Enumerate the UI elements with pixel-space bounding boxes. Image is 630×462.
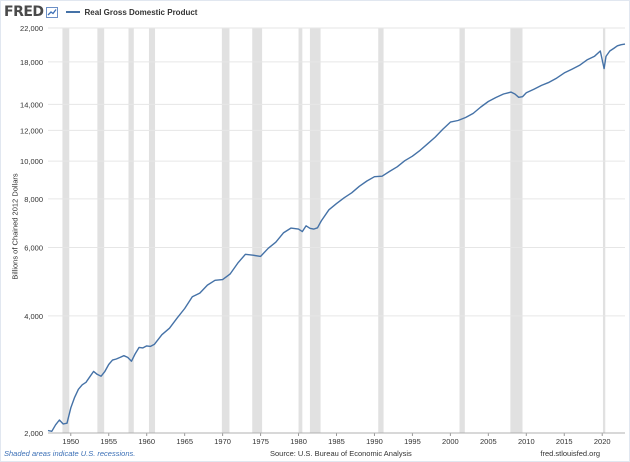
recession-band bbox=[309, 28, 321, 433]
recession-band bbox=[148, 28, 156, 433]
x-tick-label: 1980 bbox=[290, 437, 307, 446]
y-tick-label: 10,000 bbox=[20, 157, 43, 166]
legend-series-label: Real Gross Domestic Product bbox=[84, 7, 198, 17]
x-tick-label: 1985 bbox=[328, 437, 345, 446]
y-tick-label: 6,000 bbox=[24, 243, 43, 252]
y-tick-label: 4,000 bbox=[24, 312, 43, 321]
y-tick-label: 18,000 bbox=[20, 58, 43, 67]
recession-band bbox=[252, 28, 263, 433]
x-tick-label: 1955 bbox=[100, 437, 117, 446]
recession-band bbox=[221, 28, 230, 433]
gdp-series-line bbox=[47, 43, 626, 432]
fred-chart-icon bbox=[45, 6, 58, 18]
x-tick-label: 1990 bbox=[366, 437, 383, 446]
legend-line-swatch bbox=[65, 11, 80, 13]
y-tick-label: 14,000 bbox=[20, 100, 43, 109]
x-tick-label: 2020 bbox=[594, 437, 611, 446]
legend[interactable]: Real Gross Domestic Product bbox=[65, 7, 198, 17]
recession-band bbox=[459, 28, 465, 433]
x-tick-label: 2000 bbox=[442, 437, 459, 446]
fred-logo-text: FRED bbox=[4, 4, 44, 20]
recession-band bbox=[62, 28, 70, 433]
recession-band bbox=[378, 28, 384, 433]
source-note: Source: U.S. Bureau of Economic Analysis bbox=[270, 449, 412, 458]
y-tick-label: 8,000 bbox=[24, 195, 43, 204]
x-tick-label: 1970 bbox=[214, 437, 231, 446]
recession-band bbox=[97, 28, 105, 433]
recession-band bbox=[602, 28, 606, 433]
recession-note: Shaded areas indicate U.S. recessions. bbox=[4, 449, 136, 458]
y-tick-label: 2,000 bbox=[24, 429, 43, 438]
y-tick-label: 22,000 bbox=[20, 24, 43, 33]
y-axis-label: Billions of Chained 2012 Dollars bbox=[10, 173, 20, 280]
x-tick-label: 1960 bbox=[138, 437, 155, 446]
chart-header: FRED Real Gross Domestic Product bbox=[4, 2, 604, 22]
site-link[interactable]: fred.stlouisfed.org bbox=[540, 449, 600, 458]
x-tick-label: 1975 bbox=[252, 437, 269, 446]
x-tick-label: 2005 bbox=[480, 437, 497, 446]
x-tick-label: 1995 bbox=[404, 437, 421, 446]
recession-band bbox=[510, 28, 523, 433]
y-tick-label: 12,000 bbox=[20, 126, 43, 135]
x-tick-label: 2010 bbox=[518, 437, 535, 446]
x-tick-label: 1965 bbox=[176, 437, 193, 446]
x-tick-label: 2015 bbox=[556, 437, 573, 446]
fred-logo[interactable]: FRED bbox=[4, 4, 64, 20]
recession-band bbox=[128, 28, 134, 433]
x-tick-label: 1950 bbox=[62, 437, 79, 446]
